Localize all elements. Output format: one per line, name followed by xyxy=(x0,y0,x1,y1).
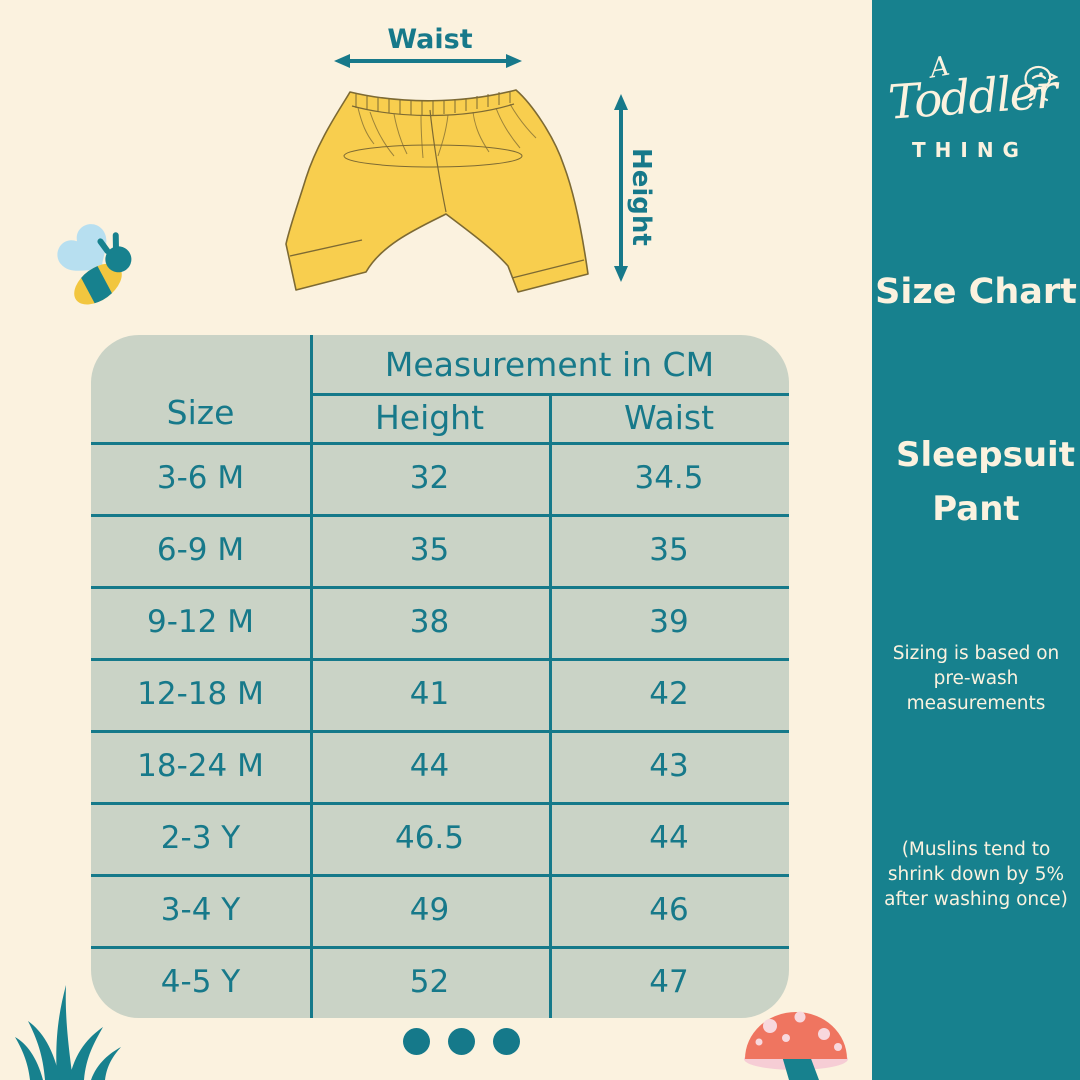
row-size-label: 3-4 Y xyxy=(160,892,241,928)
height-dimension-label: Height xyxy=(626,148,656,246)
sidebar: A Toddler THING Size Chart Sleepsuit Pan… xyxy=(872,0,1080,1080)
size-table-grid: Size Measurement in CM Height Waist 3-6 … xyxy=(91,335,789,1018)
row-size-label: 12-18 M xyxy=(137,676,264,712)
row-height-value: 46.5 xyxy=(394,820,465,856)
vertical-double-arrow-icon xyxy=(614,94,628,282)
table-divider xyxy=(91,658,789,661)
grass-icon xyxy=(15,985,121,1080)
row-size-label: 9-12 M xyxy=(147,604,254,640)
dot-icon xyxy=(448,1028,475,1055)
bird-doodle-icon xyxy=(1024,65,1058,102)
note-muslin-shrink: (Muslins tend to shrink down by 5% after… xyxy=(884,839,1068,910)
note-prewash-sizing: Sizing is based on pre-wash measurements xyxy=(892,643,1060,714)
row-size-label: 2-3 Y xyxy=(160,820,241,856)
footer-dots xyxy=(403,1028,520,1055)
table-divider xyxy=(310,335,313,1018)
row-height-value: 52 xyxy=(409,964,450,1000)
size-table: Size Measurement in CM Height Waist 3-6 … xyxy=(91,335,789,1018)
row-waist-value: 43 xyxy=(649,748,689,784)
row-height-value: 35 xyxy=(409,532,450,568)
product-name: Sleepsuit Pant xyxy=(896,435,1075,530)
table-divider xyxy=(91,730,789,733)
column-header-waist: Waist xyxy=(623,398,715,437)
row-waist-value: 42 xyxy=(649,676,689,712)
brand-logo: A Toddler THING xyxy=(872,46,1080,176)
row-height-value: 32 xyxy=(409,460,450,496)
table-title-measurement-cm: Measurement in CM xyxy=(384,344,715,384)
table-divider xyxy=(91,586,789,589)
row-waist-value: 47 xyxy=(649,964,689,1000)
table-divider xyxy=(91,946,789,949)
row-waist-value: 44 xyxy=(649,820,689,856)
row-waist-value: 46 xyxy=(649,892,689,928)
table-divider xyxy=(91,802,789,805)
waist-dimension-label: Waist xyxy=(387,24,473,55)
table-divider xyxy=(549,393,552,1018)
row-waist-value: 34.5 xyxy=(634,460,704,496)
row-size-label: 18-24 M xyxy=(137,748,264,784)
row-height-value: 41 xyxy=(409,676,450,712)
row-size-label: 4-5 Y xyxy=(160,964,241,1000)
row-size-label: 3-6 M xyxy=(156,460,245,496)
table-divider xyxy=(91,514,789,517)
dot-icon xyxy=(403,1028,430,1055)
bee-icon xyxy=(57,224,132,306)
mushroom-icon xyxy=(744,1011,848,1080)
row-height-value: 49 xyxy=(409,892,450,928)
sleepsuit-pant-illustration xyxy=(285,89,589,293)
column-header-size: Size xyxy=(166,393,235,432)
row-height-value: 38 xyxy=(409,604,450,640)
row-height-value: 44 xyxy=(409,748,450,784)
brand-sub-name: THING xyxy=(912,138,1028,162)
table-divider xyxy=(310,393,789,396)
table-divider xyxy=(91,442,789,445)
horizontal-double-arrow-icon xyxy=(334,54,522,68)
dot-icon xyxy=(493,1028,520,1055)
row-waist-value: 35 xyxy=(649,532,689,568)
table-divider xyxy=(91,874,789,877)
row-size-label: 6-9 M xyxy=(156,532,245,568)
sidebar-title: Size Chart xyxy=(875,272,1077,312)
row-waist-value: 39 xyxy=(649,604,689,640)
column-header-height: Height xyxy=(374,398,485,437)
